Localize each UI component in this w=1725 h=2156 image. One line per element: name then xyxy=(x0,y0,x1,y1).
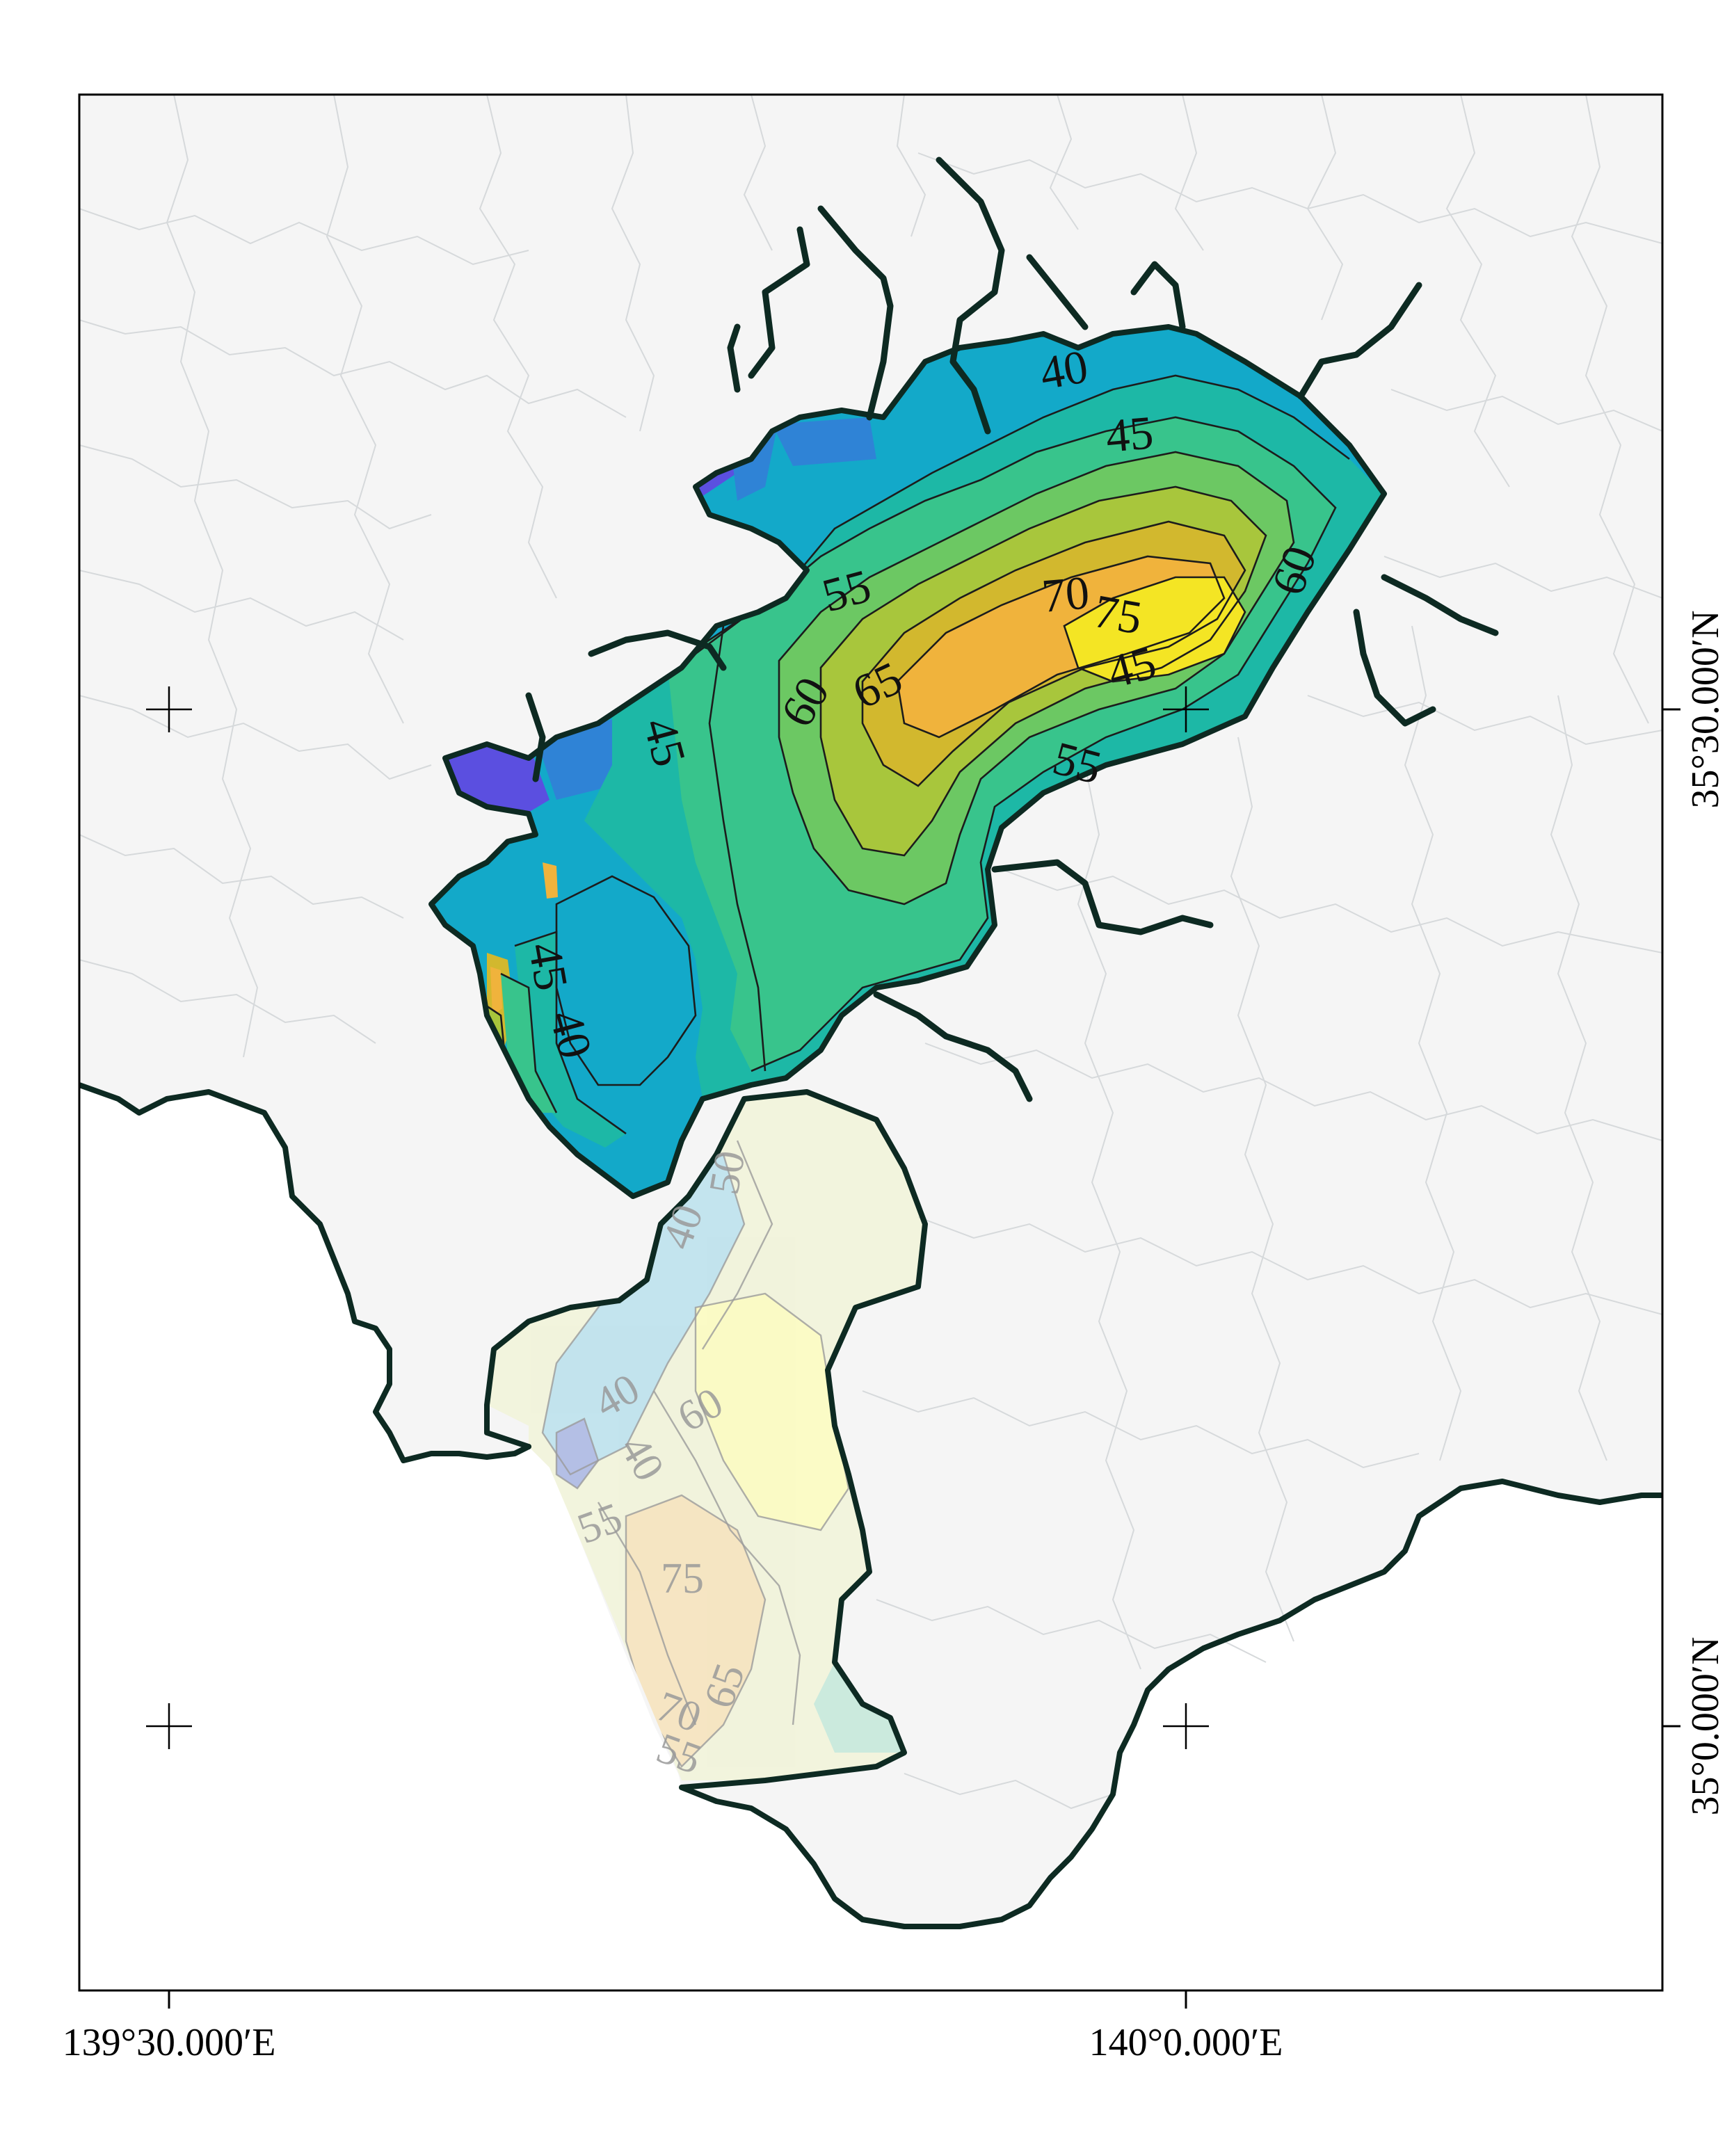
band-west-core xyxy=(556,876,696,1085)
lon-label-west: 139°30.000′E xyxy=(63,2021,276,2064)
map-frame xyxy=(78,93,1664,1992)
band-west-green xyxy=(501,974,556,1113)
graticule-cross xyxy=(146,686,192,732)
contour-label: 40 xyxy=(1036,339,1091,400)
lat-label-north: 35°30.000′N xyxy=(1684,610,1725,808)
contour-label: 75 xyxy=(661,1555,704,1602)
axis-ticks xyxy=(168,708,1680,2009)
contour-label: 45 xyxy=(1104,405,1155,462)
lon-label-east: 140°0.000′E xyxy=(1089,2021,1283,2064)
contour-label: 75 xyxy=(1090,584,1146,645)
band-75 xyxy=(1064,577,1245,682)
contour-label: 70 xyxy=(1040,565,1091,622)
graticule-cross xyxy=(1163,1703,1209,1749)
rivers xyxy=(525,156,1499,1102)
coastline xyxy=(79,324,1662,1929)
faded-isolines xyxy=(541,1140,850,1768)
band-35 xyxy=(536,389,876,800)
graticule-cross xyxy=(1163,686,1209,732)
contour-label: 45 xyxy=(518,938,579,994)
lat-label-south: 35°0.000′N xyxy=(1684,1636,1725,1815)
contour-label: 50 xyxy=(700,1148,755,1198)
band-west-hot xyxy=(490,862,558,1015)
admin-boundaries xyxy=(79,95,1662,1810)
graticule-cross xyxy=(146,1703,192,1749)
graticule-crosses xyxy=(146,686,1209,1749)
